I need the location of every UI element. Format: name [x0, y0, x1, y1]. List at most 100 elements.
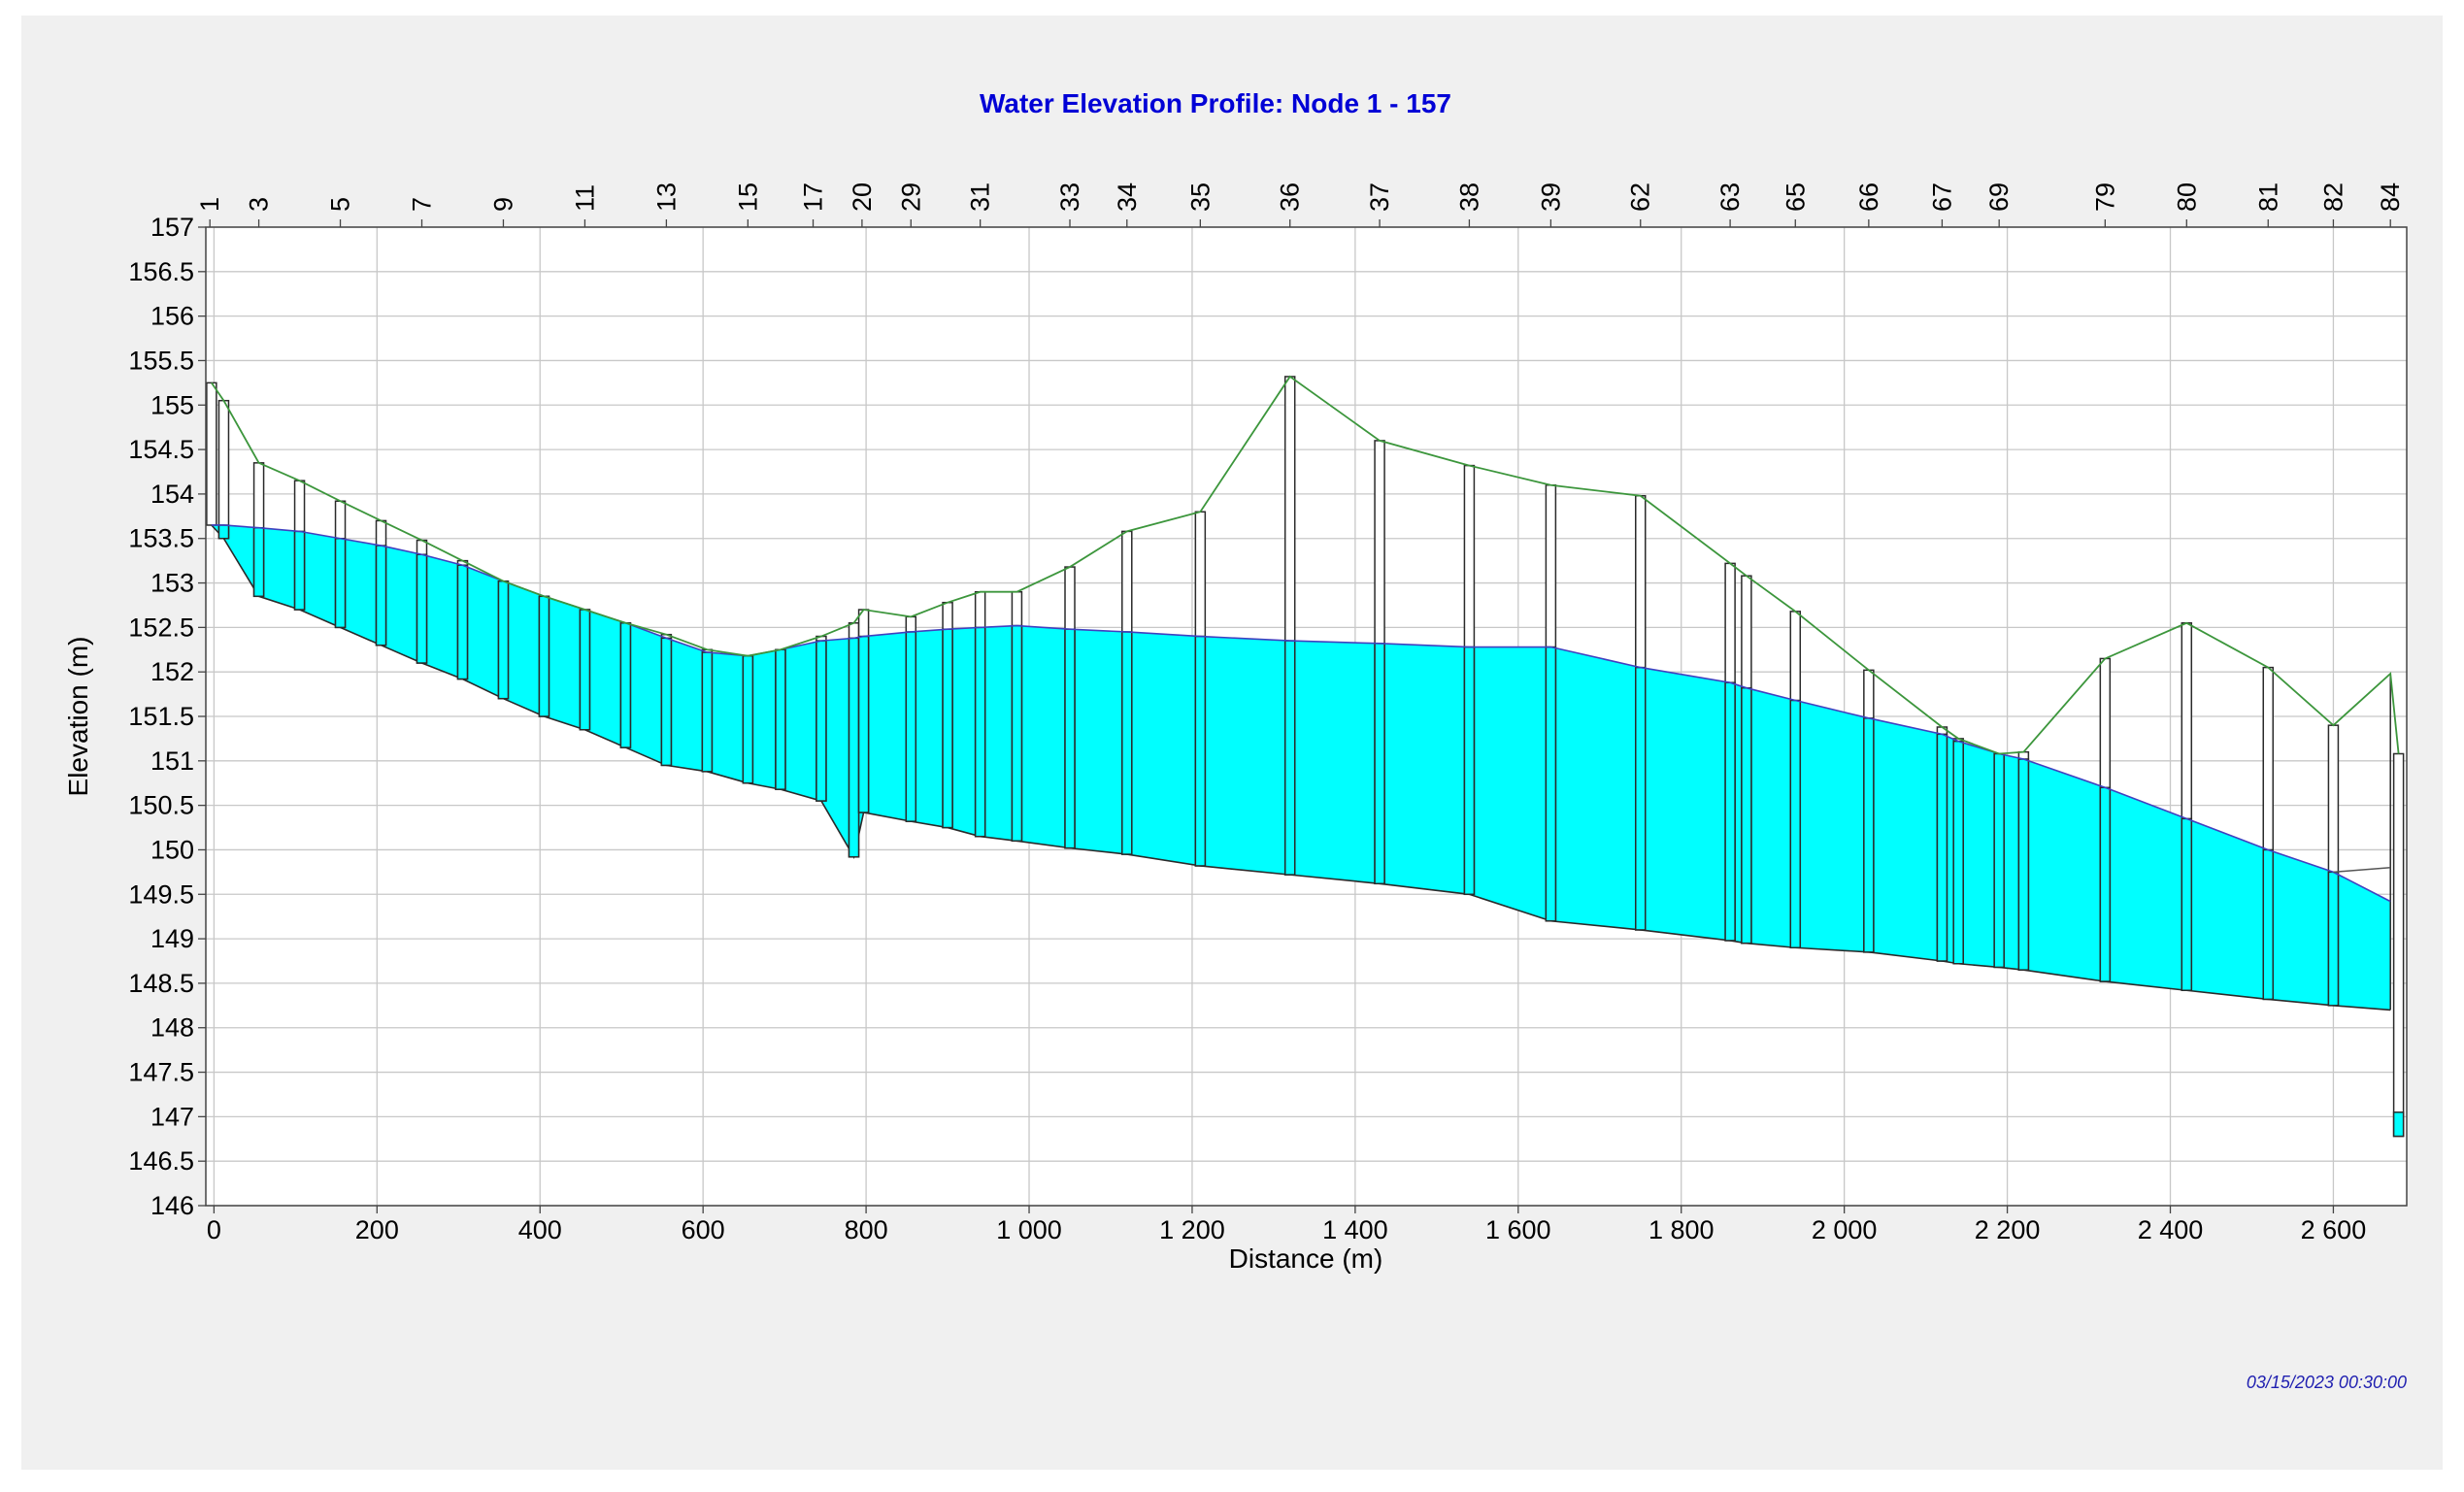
manhole-water — [2327, 871, 2340, 1007]
node-manhole — [775, 648, 786, 790]
manhole-water — [1121, 631, 1133, 855]
node-manhole — [701, 648, 714, 773]
manhole-water — [2017, 758, 2030, 971]
node-id-labels: 1 3 5 7 9 11 13 15 17 20 29 31 33 34 35 36 37 38 39 62 63 65 6… — [195, 182, 2405, 227]
y-tick-label: 146 — [150, 1191, 194, 1220]
manhole-water — [701, 651, 714, 773]
node-id-label: 38 — [1454, 182, 1483, 212]
y-tick-label: 148.5 — [128, 969, 194, 998]
x-tick-label: 600 — [682, 1215, 725, 1244]
manhole-water — [497, 580, 510, 700]
x-tick-label: 1 000 — [996, 1215, 1062, 1244]
y-tick-label: 151.5 — [128, 702, 194, 731]
node-manhole — [538, 595, 550, 717]
y-tick-label: 157 — [150, 213, 194, 242]
node-manhole — [1064, 566, 1076, 849]
node-id-label: 35 — [1185, 182, 1215, 212]
manhole-shaft — [206, 381, 217, 526]
y-tick-label: 149 — [150, 924, 194, 953]
node-id-label: 29 — [896, 182, 925, 212]
node-manhole — [1952, 738, 1964, 965]
node-id-label: 79 — [2090, 182, 2119, 212]
x-tick-label: 1 800 — [1648, 1215, 1715, 1244]
y-axis-ticks: 146 146.5 147 147.5 148 148.5 149 149.5 150 150.5… — [128, 213, 206, 1220]
node-manhole — [848, 622, 860, 858]
x-tick-label: 200 — [355, 1215, 399, 1244]
node-manhole — [497, 580, 510, 700]
water-fill-area — [211, 524, 2391, 1011]
manhole-water — [816, 640, 827, 802]
node-manhole — [1545, 483, 1557, 922]
manhole-water — [1011, 624, 1023, 843]
node-id-label: 13 — [651, 182, 681, 212]
node-id-label: 11 — [570, 184, 599, 212]
node-id-label: 39 — [1536, 182, 1565, 212]
manhole-water — [1634, 666, 1647, 931]
node-manhole — [660, 633, 673, 767]
manhole-water — [1936, 733, 1948, 962]
manhole-water — [375, 545, 387, 647]
node-manhole — [416, 539, 428, 664]
y-tick-label: 147.5 — [128, 1058, 194, 1087]
node-manhole — [206, 381, 217, 526]
x-axis-label: Distance (m) — [1229, 1243, 1383, 1274]
manhole-water — [942, 628, 953, 829]
manhole-water — [1545, 646, 1557, 922]
x-tick-label: 1 400 — [1322, 1215, 1388, 1244]
y-tick-label: 153 — [150, 569, 194, 598]
y-tick-label: 150 — [150, 835, 194, 864]
y-tick-label: 148 — [150, 1013, 194, 1043]
node-manhole — [2262, 666, 2275, 1001]
manhole-water — [416, 553, 428, 664]
y-tick-label: 156.5 — [128, 257, 194, 286]
manhole-water — [579, 609, 591, 731]
node-id-label: 17 — [799, 182, 828, 212]
profile-chart: Water Elevation Profile: Node 1 - 157 14… — [63, 88, 2408, 1392]
manhole-water — [1741, 686, 1752, 945]
node-id-label: 15 — [733, 182, 762, 212]
node-manhole — [334, 500, 347, 629]
x-tick-label: 400 — [518, 1215, 562, 1244]
node-manhole — [1936, 726, 1948, 962]
profile-lines-layer — [211, 375, 2400, 903]
node-manhole — [456, 559, 469, 680]
y-tick-label: 155.5 — [128, 346, 194, 375]
manhole-water — [1194, 635, 1207, 867]
node-id-label: 37 — [1365, 182, 1394, 212]
node-manhole — [579, 609, 591, 731]
manhole-water — [538, 595, 550, 717]
node-id-label: 81 — [2253, 182, 2282, 212]
node-manhole — [1724, 562, 1736, 942]
node-id-label: 20 — [848, 182, 877, 212]
node-manhole — [974, 590, 986, 838]
manhole-water — [1374, 643, 1385, 885]
node-manhole — [1993, 752, 2005, 969]
manhole-water — [619, 622, 632, 748]
y-tick-label: 154 — [150, 480, 194, 509]
manhole-water — [1283, 640, 1296, 876]
manhole-water — [456, 564, 469, 680]
node-id-label: 31 — [966, 182, 995, 212]
y-tick-label: 149.5 — [128, 879, 194, 909]
y-tick-label: 151 — [150, 746, 194, 776]
y-tick-label: 156 — [150, 302, 194, 331]
node-manhole — [1789, 611, 1802, 949]
y-tick-label: 152 — [150, 657, 194, 686]
node-id-label: 33 — [1055, 182, 1084, 212]
manhole-water — [1064, 628, 1076, 849]
x-tick-label: 2 000 — [1812, 1215, 1878, 1244]
node-manhole — [2099, 657, 2112, 982]
node-manhole — [252, 462, 265, 598]
node-id-label: 65 — [1781, 182, 1810, 212]
node-manhole — [816, 635, 827, 802]
y-tick-label: 147 — [150, 1102, 194, 1131]
manhole-water — [2181, 817, 2193, 991]
node-id-label: 9 — [488, 197, 517, 212]
y-axis-label: Elevation (m) — [63, 637, 93, 797]
node-manhole — [2181, 622, 2193, 991]
node-manhole — [2392, 752, 2405, 1138]
node-manhole — [942, 601, 953, 829]
node-manhole — [1283, 376, 1296, 876]
node-id-label: 3 — [245, 197, 274, 212]
node-manhole — [1194, 511, 1207, 867]
